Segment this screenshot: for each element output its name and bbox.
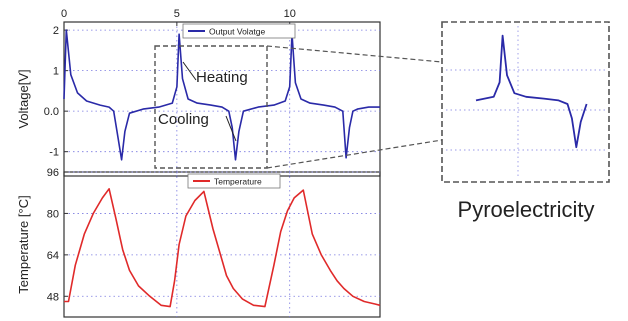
x-tick-label: 5 — [174, 8, 180, 20]
inset-grid — [446, 26, 605, 178]
y-tick-label: 48 — [47, 291, 59, 303]
voltage-y-ticks: 2 1 0.0 -1 — [44, 25, 68, 159]
voltage-legend: Output Volatge — [182, 23, 296, 39]
heating-label: Heating — [196, 69, 248, 86]
temperature-plot-frame — [63, 171, 381, 318]
voltage-plot-frame — [63, 21, 381, 177]
zoom-connector-line — [266, 139, 443, 169]
temperature-plot: 96 80 64 48 Temperature [°C] Temperature — [16, 167, 381, 318]
voltage-series-line — [63, 29, 380, 161]
voltage-y-axis-label: Voltage[V] — [16, 69, 31, 128]
x-tick-label: 0 — [61, 8, 67, 20]
inset-caption: Pyroelectricity — [458, 197, 595, 222]
temperature-y-axis-label: Temperature [°C] — [16, 195, 31, 293]
temperature-y-ticks: 96 80 64 48 — [47, 167, 68, 303]
zoom-region-box — [154, 45, 268, 169]
pyroelectricity-inset: Pyroelectricity — [441, 21, 610, 222]
heating-arrow — [182, 61, 197, 81]
x-tick-label: 10 — [284, 8, 296, 20]
temperature-series-line — [64, 188, 381, 308]
voltage-legend-box — [182, 23, 296, 39]
temperature-grid — [64, 171, 380, 317]
y-tick-label: 1 — [53, 66, 59, 78]
cooling-arrow — [225, 115, 237, 142]
temperature-legend-box — [187, 173, 281, 189]
voltage-legend-label: Output Volatge — [209, 27, 266, 37]
y-tick-label: 0.0 — [44, 106, 59, 118]
cooling-label: Cooling — [158, 111, 209, 128]
temperature-legend: Temperature — [187, 173, 281, 189]
y-tick-label: 64 — [47, 250, 59, 262]
y-tick-label: 2 — [53, 25, 59, 37]
annotations: Heating Cooling — [154, 45, 443, 169]
y-tick-label: 96 — [47, 167, 59, 179]
voltage-plot: 2 1 0.0 -1 0 5 10 Voltage[V] Output Volatge — [16, 8, 381, 177]
voltage-grid — [64, 22, 380, 176]
y-tick-label: -1 — [49, 147, 59, 159]
voltage-x-ticks: 0 5 10 — [61, 8, 296, 26]
zoom-connector-line — [266, 45, 443, 63]
inset-frame — [441, 21, 610, 183]
inset-series-line — [475, 34, 588, 149]
temperature-legend-label: Temperature — [214, 177, 262, 187]
y-tick-label: 80 — [47, 208, 59, 220]
